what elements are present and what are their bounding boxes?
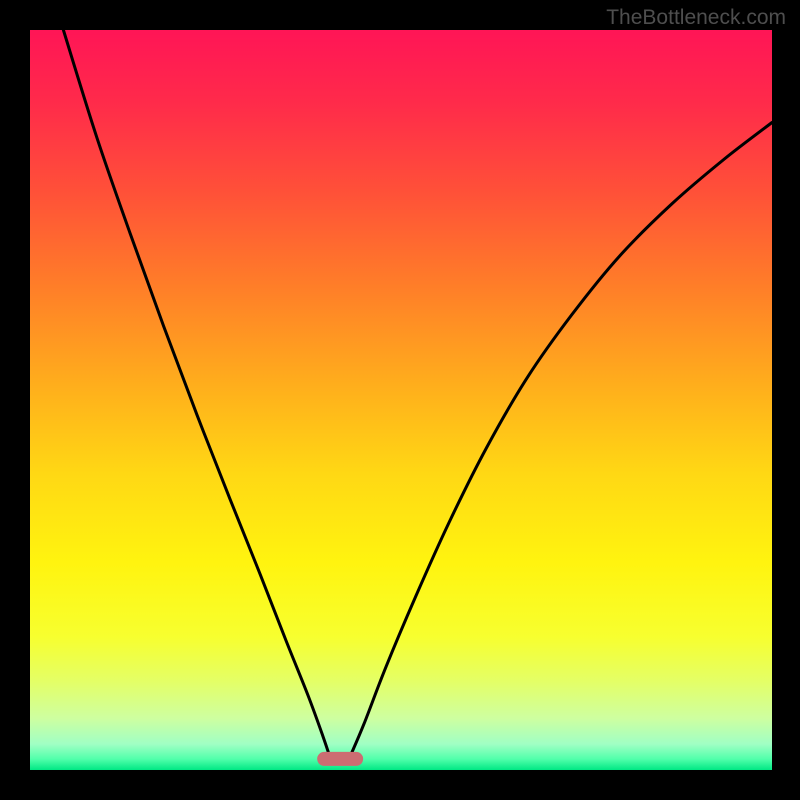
watermark-text: TheBottleneck.com [606,6,786,30]
minimum-marker [317,752,363,766]
bottleneck-chart [0,0,800,800]
chart-container: TheBottleneck.com [0,0,800,800]
plot-background [30,30,772,770]
